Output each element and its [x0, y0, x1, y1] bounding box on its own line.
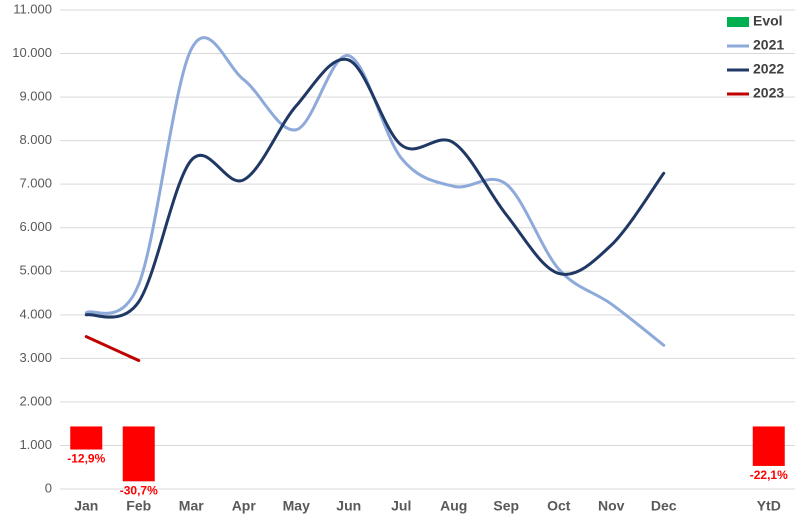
grid	[60, 9, 795, 490]
y-tick-label: 11.000	[13, 1, 52, 16]
y-tick-label: 2.000	[19, 393, 52, 408]
legend-label: 2022	[753, 61, 784, 77]
x-tick-label: Dec	[651, 498, 677, 514]
y-tick-label: 6.000	[19, 219, 52, 234]
legend-label: 2023	[753, 85, 784, 101]
legend-swatch	[727, 17, 749, 27]
y-tick-label: 4.000	[19, 306, 52, 321]
x-tick-label: Feb	[126, 498, 151, 514]
x-tick-label: Mar	[179, 498, 204, 514]
value-label: -22,1%	[750, 468, 788, 482]
x-tick-label: Apr	[232, 498, 257, 514]
y-tick-label: 9.000	[19, 89, 52, 104]
legend-label: Evol	[753, 13, 783, 29]
x-tick-label: Jun	[336, 498, 361, 514]
x-tick-label: YtD	[757, 498, 781, 514]
bar	[70, 426, 103, 450]
bar	[122, 426, 155, 482]
x-tick-label: Jul	[391, 498, 411, 514]
x-tick-label: Jan	[74, 498, 98, 514]
legend-label: 2021	[753, 37, 784, 53]
x-tick-label: Aug	[440, 498, 467, 514]
line	[84, 57, 666, 319]
x-tick-label: Nov	[598, 498, 625, 514]
line	[84, 335, 141, 363]
value-label: -30,7%	[120, 483, 158, 497]
x-tick-label: Sep	[493, 498, 519, 514]
y-tick-label: 5.000	[19, 263, 52, 278]
value-label: -12,9%	[67, 452, 105, 466]
y-tick-label: 8.000	[19, 132, 52, 147]
y-tick-label: 7.000	[19, 176, 52, 191]
line	[84, 36, 666, 347]
y-tick-label: 0	[45, 480, 52, 495]
y-tick-label: 1.000	[19, 437, 52, 452]
y-tick-label: 3.000	[19, 350, 52, 365]
marks	[70, 36, 785, 482]
bar	[752, 426, 785, 466]
x-tick-label: Oct	[547, 498, 571, 514]
y-tick-label: 10.000	[12, 45, 52, 60]
x-tick-label: May	[283, 498, 310, 514]
